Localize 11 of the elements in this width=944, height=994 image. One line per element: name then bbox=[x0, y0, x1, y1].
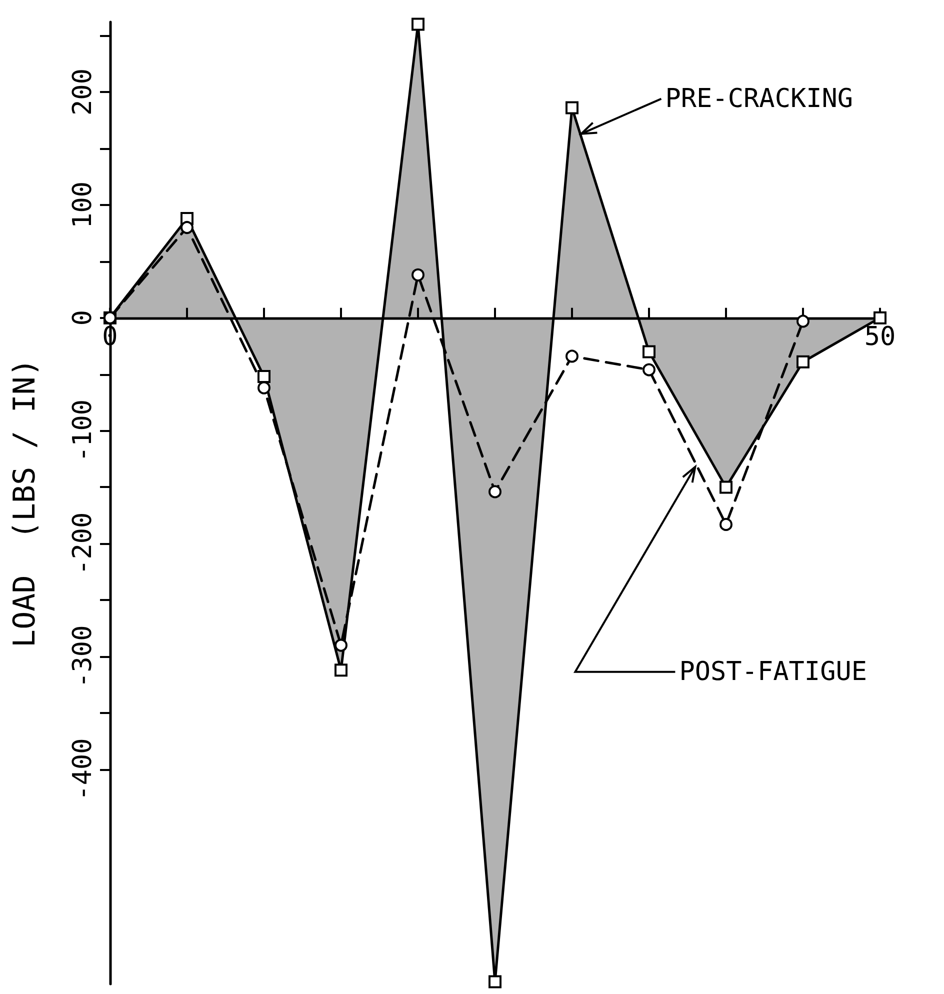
y-tick-label: -200 bbox=[68, 512, 98, 575]
y-tick-label: -400 bbox=[68, 738, 98, 801]
y-tick-label: -100 bbox=[68, 399, 98, 462]
x-tick-label: 50 bbox=[864, 322, 896, 352]
y-tick-label: 200 bbox=[68, 68, 98, 116]
y-tick-label: -300 bbox=[68, 625, 98, 688]
y-axis-title: LOAD (LBS / IN) bbox=[8, 358, 42, 648]
annotation: POST-FATIGUE bbox=[679, 656, 868, 687]
y-tick-label: 100 bbox=[68, 181, 98, 228]
y-tick-label: 0 bbox=[68, 310, 98, 326]
annotation: PRE-CRACKING bbox=[665, 84, 854, 114]
